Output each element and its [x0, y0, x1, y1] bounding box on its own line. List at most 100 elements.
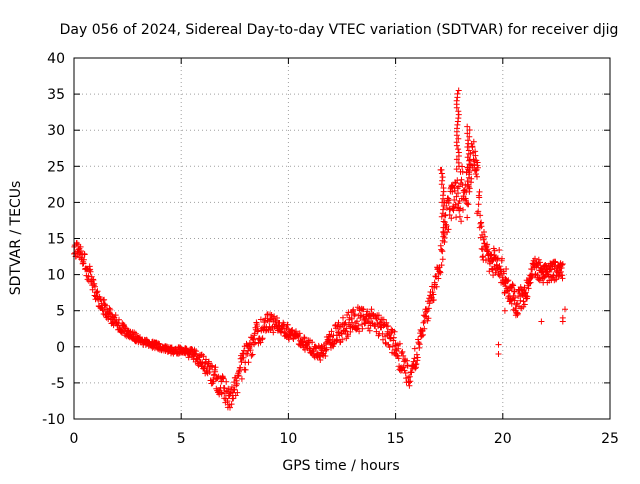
x-tick-label: 15 — [387, 431, 405, 447]
data-point — [455, 159, 462, 166]
data-point — [352, 311, 358, 318]
data-point — [438, 262, 445, 269]
data-point — [101, 296, 108, 303]
data-point — [386, 344, 393, 350]
data-point — [476, 194, 483, 201]
data-point — [209, 363, 216, 370]
data-point — [538, 318, 545, 325]
data-point — [512, 305, 519, 312]
data-point — [501, 307, 508, 314]
data-point — [520, 298, 527, 305]
data-point — [465, 201, 472, 208]
data-point — [360, 306, 367, 313]
data-point — [484, 246, 491, 253]
data-point — [81, 251, 88, 258]
data-point — [466, 185, 472, 191]
data-point — [252, 339, 259, 346]
data-point — [249, 351, 256, 358]
data-point — [373, 314, 379, 321]
data-point — [439, 199, 446, 206]
data-point — [464, 123, 471, 130]
data-point — [456, 213, 463, 220]
data-point — [261, 319, 268, 326]
data-point — [407, 378, 414, 385]
data-point — [474, 173, 480, 180]
data-point — [333, 337, 340, 344]
data-point — [440, 218, 447, 225]
data-point — [453, 156, 460, 163]
data-point — [238, 375, 245, 382]
data-point — [514, 300, 521, 307]
data-point — [225, 385, 232, 392]
x-tick-label: 20 — [494, 431, 512, 447]
data-point — [440, 206, 447, 213]
data-point — [527, 279, 534, 286]
data-point — [257, 316, 264, 323]
data-point — [402, 370, 409, 376]
data-point — [437, 269, 444, 276]
data-point — [474, 159, 481, 166]
data-point — [270, 329, 277, 336]
data-point — [437, 166, 444, 173]
data-point — [237, 364, 244, 371]
data-point — [116, 316, 122, 323]
data-point — [433, 283, 440, 290]
data-point — [495, 341, 502, 348]
y-tick-label: 30 — [47, 123, 65, 139]
data-point — [356, 328, 363, 335]
data-point — [322, 347, 329, 354]
data-point — [537, 264, 544, 271]
data-point — [350, 306, 357, 313]
data-point — [552, 259, 559, 266]
data-point — [471, 161, 478, 168]
data-point — [413, 351, 420, 358]
data-point — [478, 245, 485, 252]
y-tick-label: -10 — [42, 412, 65, 428]
data-point — [455, 108, 462, 115]
data-point — [395, 345, 402, 352]
data-point — [489, 257, 496, 264]
data-point — [469, 144, 476, 151]
data-point — [472, 152, 479, 159]
data-point — [464, 144, 471, 150]
data-point — [558, 262, 565, 268]
data-point — [508, 300, 515, 307]
data-point — [462, 197, 469, 204]
data-point — [439, 248, 446, 255]
data-point — [425, 315, 432, 322]
data-point — [479, 246, 486, 253]
data-point — [390, 334, 397, 341]
data-point — [443, 223, 450, 229]
data-point — [234, 380, 240, 387]
data-point — [478, 223, 485, 230]
data-point — [454, 90, 461, 97]
data-point — [247, 347, 254, 354]
data-point — [366, 319, 372, 326]
data-point — [480, 236, 487, 243]
data-point — [406, 382, 413, 389]
data-point — [254, 323, 261, 330]
data-point — [496, 263, 503, 270]
data-point — [511, 288, 518, 295]
data-point — [295, 334, 302, 340]
y-tick-label: 5 — [56, 304, 65, 320]
data-point — [474, 164, 481, 171]
data-point — [420, 331, 426, 338]
data-point — [347, 328, 354, 335]
data-point — [555, 273, 562, 280]
data-point — [458, 176, 465, 183]
data-point — [408, 369, 415, 376]
data-point — [464, 137, 471, 144]
data-point — [212, 364, 219, 371]
data-point — [78, 248, 84, 254]
data-point — [514, 310, 521, 317]
data-point — [441, 230, 447, 237]
data-point — [395, 355, 402, 362]
data-point — [87, 268, 94, 275]
data-point — [483, 247, 490, 254]
data-point — [401, 367, 408, 374]
data-point — [465, 147, 472, 154]
data-point — [327, 333, 334, 340]
x-tick-label: 5 — [177, 431, 186, 447]
data-point — [460, 206, 466, 213]
